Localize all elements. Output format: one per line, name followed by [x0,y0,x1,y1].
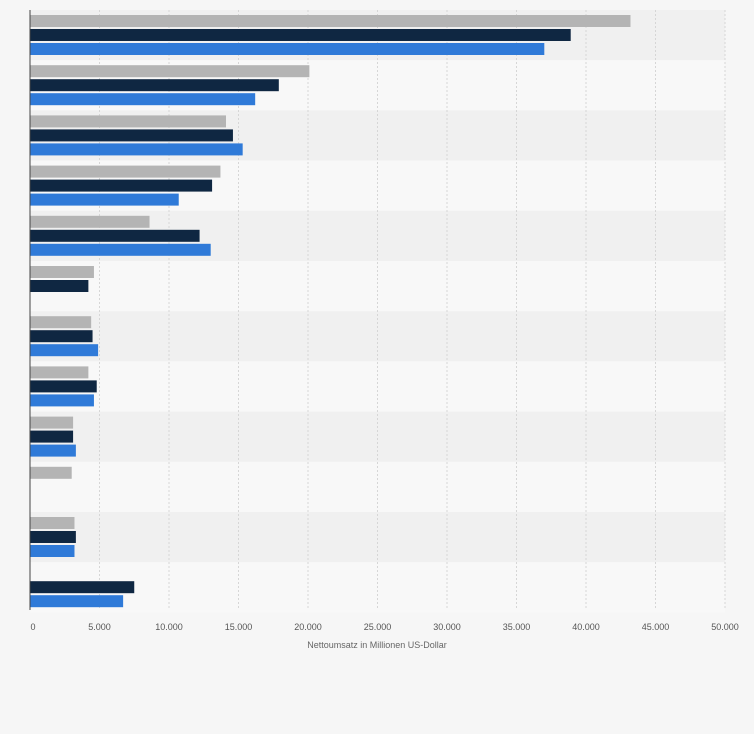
bars [30,15,631,608]
x-tick-label: 15.000 [225,622,253,632]
bar[interactable] [30,129,233,142]
bar[interactable] [30,266,94,278]
x-tick-label: 45.000 [642,622,670,632]
bar[interactable] [30,581,135,594]
bar[interactable] [30,229,200,242]
x-tick-label: 20.000 [294,622,322,632]
bar[interactable] [30,416,74,429]
bar[interactable] [30,517,75,529]
gridlines [99,10,726,610]
x-axis-label: Nettoumsatz in Millionen US-Dollar [307,640,447,650]
bar[interactable] [30,179,213,192]
bar[interactable] [30,545,75,557]
bar[interactable] [30,316,92,329]
bar[interactable] [30,65,310,78]
bar[interactable] [30,466,72,479]
bar[interactable] [30,215,150,228]
bar[interactable] [30,93,256,106]
bar[interactable] [30,43,545,55]
x-tick-label: 40.000 [572,622,600,632]
bar[interactable] [30,595,124,608]
bar[interactable] [30,143,243,156]
x-tick-label: 35.000 [503,622,531,632]
bar[interactable] [30,280,89,292]
x-tick-label: 30.000 [433,622,461,632]
x-tick-label: 25.000 [364,622,392,632]
bar[interactable] [30,330,93,343]
bar[interactable] [30,15,631,27]
bar[interactable] [30,193,179,206]
bar[interactable] [30,366,89,379]
bar[interactable] [30,344,99,357]
bar[interactable] [30,243,211,256]
x-tick-label: 0 [30,622,35,632]
category-band [30,512,725,563]
bar[interactable] [30,29,571,41]
bar[interactable] [30,444,76,457]
x-tick-label: 5.000 [88,622,111,632]
bar[interactable] [30,380,97,393]
bar[interactable] [30,531,76,543]
x-tick-label: 10.000 [155,622,183,632]
x-tick-label: 50.000 [711,622,739,632]
bar[interactable] [30,165,221,178]
bar[interactable] [30,394,94,407]
bar[interactable] [30,430,74,443]
bar[interactable] [30,79,279,92]
x-axis-ticks: 0 5.000 10.000 15.000 20.000 25.000 30.000 35.0… [30,622,738,632]
bar[interactable] [30,115,226,128]
